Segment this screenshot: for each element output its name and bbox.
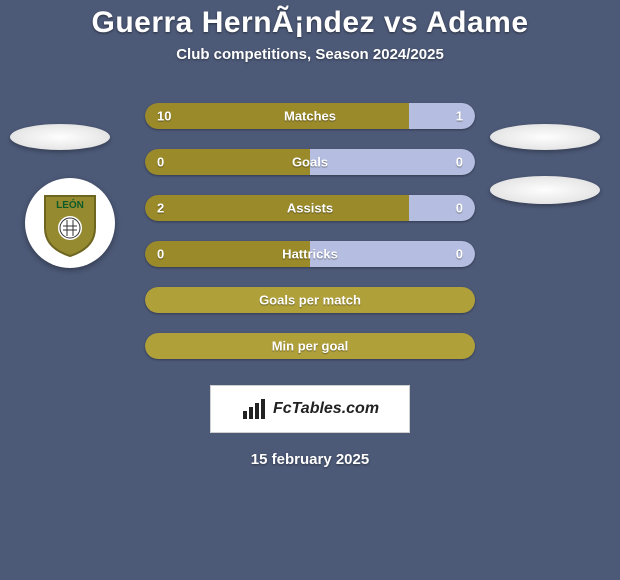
- fctables-logo: FcTables.com: [210, 385, 410, 433]
- stat-bar-right: [310, 149, 475, 175]
- stat-bar-left: [145, 103, 409, 129]
- stat-bar-left: [145, 333, 475, 359]
- stat-bar-left: [145, 241, 310, 267]
- stat-bar-right: [409, 103, 475, 129]
- stats-rows: Matches101 Goals00 Assists20 Hattricks00 Goa…: [0, 103, 620, 359]
- stat-row: Matches101: [145, 103, 475, 129]
- logo-text: FcTables.com: [273, 400, 379, 418]
- stat-row: Goals per match: [145, 287, 475, 313]
- content-root: Guerra HernÃ¡ndez vs Adame Club competit…: [0, 0, 620, 580]
- stat-bar-left: [145, 287, 475, 313]
- stat-row: Assists20: [145, 195, 475, 221]
- stat-row: Hattricks00: [145, 241, 475, 267]
- page-subtitle: Club competitions, Season 2024/2025: [176, 46, 444, 63]
- date-text: 15 february 2025: [251, 451, 369, 468]
- logo-bars-icon: [241, 399, 267, 419]
- stat-row: Goals00: [145, 149, 475, 175]
- stat-bar-left: [145, 149, 310, 175]
- stat-bar-left: [145, 195, 409, 221]
- stat-row: Min per goal: [145, 333, 475, 359]
- page-title: Guerra HernÃ¡ndez vs Adame: [91, 6, 528, 40]
- stat-bar-right: [409, 195, 475, 221]
- stat-bar-right: [310, 241, 475, 267]
